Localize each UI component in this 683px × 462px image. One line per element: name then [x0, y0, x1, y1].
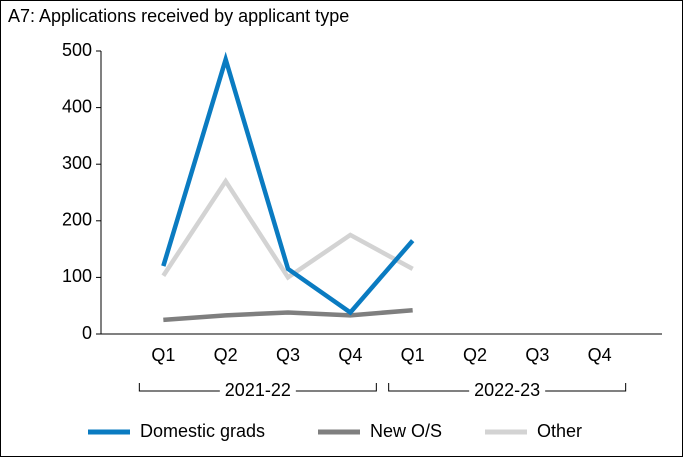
series-line	[161, 51, 415, 316]
legend-label: New O/S	[370, 421, 442, 441]
x-tick-label: Q1	[401, 345, 425, 365]
x-tick-label: Q3	[276, 345, 300, 365]
y-tick-label: 0	[82, 323, 92, 343]
x-tick-label: Q4	[338, 345, 362, 365]
group-bracket	[138, 383, 377, 392]
x-tick-label: Q2	[463, 345, 487, 365]
chart-title: A7: Applications received by applicant t…	[8, 6, 349, 26]
x-tick-label: Q2	[214, 345, 238, 365]
group-label: 2021-22	[225, 380, 291, 400]
y-tick-label: 300	[62, 153, 92, 173]
legend-label: Domestic grads	[140, 421, 265, 441]
y-tick-label: 200	[62, 210, 92, 230]
group-bracket	[388, 383, 627, 392]
legend-label: Other	[537, 421, 582, 441]
x-tick-label: Q4	[588, 345, 612, 365]
y-tick-label: 100	[62, 266, 92, 286]
series-line	[163, 307, 413, 323]
series-line	[161, 177, 414, 281]
x-tick-label: Q3	[525, 345, 549, 365]
y-tick-label: 400	[62, 96, 92, 116]
y-tick-label: 500	[62, 40, 92, 60]
x-tick-label: Q1	[151, 345, 175, 365]
group-label: 2022-23	[474, 380, 540, 400]
